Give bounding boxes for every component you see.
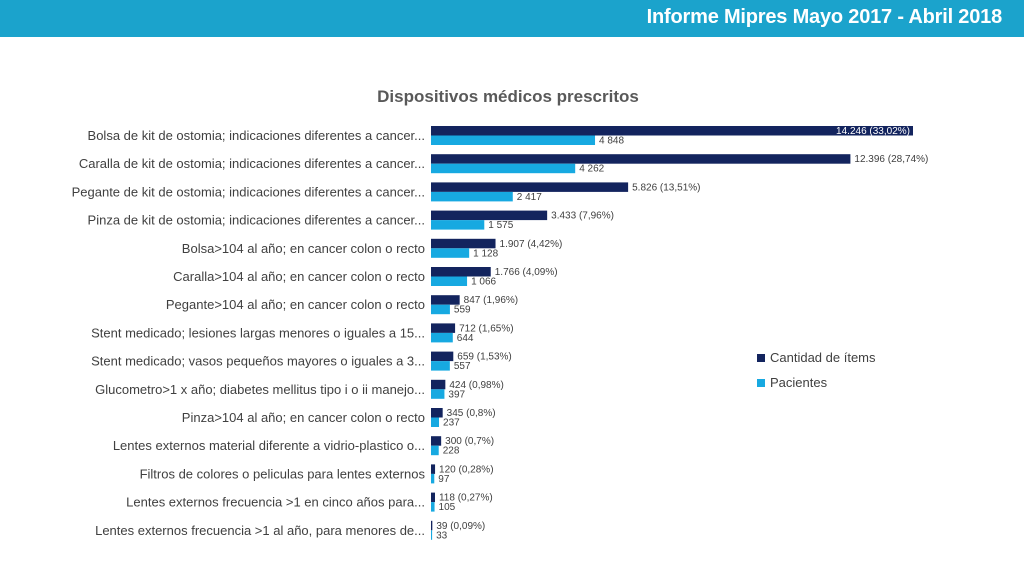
data-label-items: 847 (1,96%) [464,295,518,306]
data-label-patients: 644 [457,333,474,344]
bar-chart: Dispositivos médicos prescritos Bolsa de… [72,87,929,541]
category-label: Pinza>104 al año; en cancer colon o rect… [182,410,425,425]
category-label: Bolsa de kit de ostomia; indicaciones di… [88,128,425,143]
category-label: Lentes externos frecuencia >1 en cinco a… [126,495,425,510]
legend-label: Cantidad de ítems [770,350,876,365]
category-label: Stent medicado; lesiones largas menores … [91,325,425,340]
legend-swatch [757,379,765,387]
chart-title: Dispositivos médicos prescritos [377,87,639,106]
data-label-patients: 1 575 [488,220,513,231]
bar-patients [431,361,450,371]
category-label: Lentes externos frecuencia >1 al año, pa… [95,523,425,538]
bar-patients [431,135,596,145]
data-label-patients: 557 [454,361,471,372]
data-label-items: 712 (1,65%) [459,323,513,334]
bar-patients [431,445,439,456]
bar-items [431,408,443,418]
data-label-items: 1.766 (4,09%) [495,267,558,278]
bar-items [431,464,436,474]
legend-label: Pacientes [770,375,828,390]
bar-items [431,323,456,333]
data-label-patients: 559 [454,305,471,316]
bar-patients [431,248,470,258]
data-label-items: 39 (0,09%) [436,521,485,532]
bar-items [431,351,454,362]
bar-patients [431,304,450,315]
data-label-items: 3.433 (7,96%) [551,211,614,222]
category-label: Filtros de colores o peliculas para lent… [140,466,426,481]
data-label-patients: 2 417 [517,192,542,203]
data-label-patients: 1 066 [471,277,496,288]
data-label-patients: 4 262 [579,164,604,175]
bar-patients [431,473,435,484]
bar-items [431,267,491,277]
bar-items [431,295,460,305]
bar-items [431,238,496,249]
legend-swatch [757,354,765,362]
bar-items [431,182,629,192]
data-label-items: 118 (0,27%) [439,493,493,504]
data-label-items: 345 (0,8%) [447,408,496,419]
data-label-patients: 4 848 [599,136,624,147]
category-label: Pegante de kit de ostomia; indicaciones … [72,184,425,199]
data-label-items: 14.246 (33,02%) [836,126,910,137]
data-label-items: 120 (0,28%) [439,464,493,475]
data-label-items: 12.396 (28,74%) [854,154,928,165]
category-label: Stent medicado; vasos pequeños mayores o… [91,354,425,369]
data-label-patients: 97 [438,474,450,485]
bar-patients [431,417,440,427]
category-label: Caralla de kit de ostomia; indicaciones … [79,156,425,171]
bar-items [431,436,442,446]
bar-patients [431,530,433,540]
data-label-patients: 33 [436,530,448,541]
category-label: Caralla>104 al año; en cancer colon o re… [173,269,425,284]
data-label-items: 424 (0,98%) [449,380,503,391]
header-bar: Informe Mipres Mayo 2017 - Abril 2018 [0,0,1024,37]
bar-patients [431,502,435,512]
data-label-items: 5.826 (13,51%) [632,182,700,193]
category-label: Pinza de kit de ostomia; indicaciones di… [88,213,425,228]
data-label-items: 1.907 (4,42%) [500,239,563,250]
data-label-items: 659 (1,53%) [457,352,511,363]
bar-patients [431,191,513,202]
bar-patients [431,163,576,174]
bar-items [431,379,446,390]
data-label-patients: 1 128 [473,248,498,259]
data-label-patients: 228 [443,446,460,457]
category-label: Bolsa>104 al año; en cancer colon o rect… [182,241,425,256]
bar-patients [431,389,445,399]
bar-patients [431,220,485,230]
category-label: Glucometro>1 x año; diabetes mellitus ti… [95,382,425,397]
bar-items [431,492,435,503]
category-label: Lentes externos material diferente a vid… [113,438,425,453]
data-label-patients: 237 [443,418,460,429]
category-label: Pegante>104 al año; en cancer colon o re… [166,297,425,312]
bar-items [431,154,851,164]
bar-items [431,520,433,531]
bar-patients [431,332,453,343]
data-label-items: 300 (0,7%) [445,436,494,447]
bar-items [431,210,548,221]
data-label-patients: 397 [448,389,465,400]
bar-items [431,126,913,136]
data-label-patients: 105 [439,502,456,513]
page-title: Informe Mipres Mayo 2017 - Abril 2018 [646,6,1003,28]
bar-patients [431,276,468,286]
